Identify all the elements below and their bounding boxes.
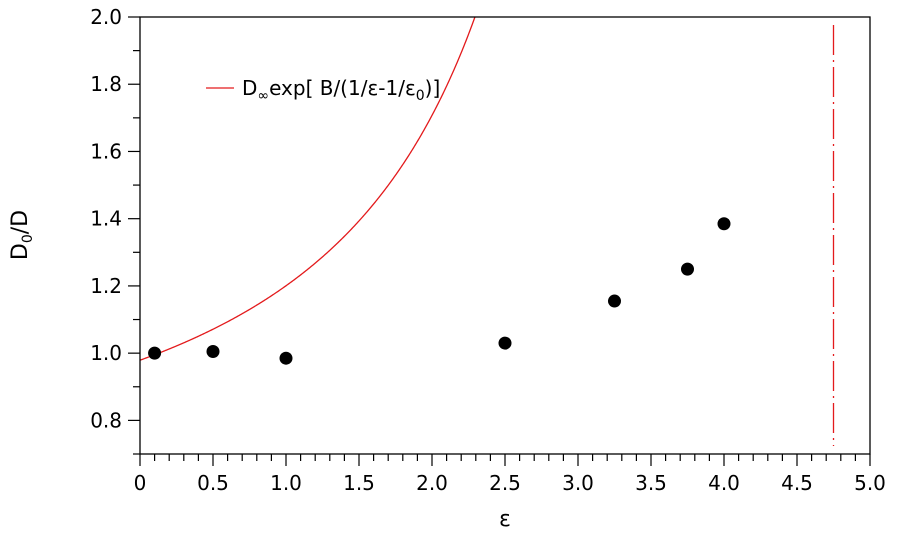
y-axis-label-sub: 0 [20,234,36,243]
y-tick-label: 0.8 [90,408,122,432]
data-point [206,344,220,358]
data-marks [139,16,835,446]
legend-label: D∞exp[ B/(1/ε-1/ε0)] [242,76,440,104]
data-point [717,217,731,231]
y-tick-label: 1.0 [90,341,122,365]
x-tick-label: 3.5 [635,471,667,495]
data-point [148,346,162,360]
legend-label-part3: )] [425,76,441,100]
y-tick-label: 1.4 [90,207,122,231]
y-tick-label: 1.2 [90,274,122,298]
x-tick-labels: 0 0.5 1.0 1.5 2.0 2.5 3.0 3.5 4.0 4.5 5.0 [134,471,886,495]
y-tick-labels: 0.8 1.0 1.2 1.4 1.6 1.8 2.0 [90,5,122,432]
x-tick-label: 0.5 [197,471,229,495]
x-tick-label: 2.5 [489,471,521,495]
x-axis-label: ε [499,507,511,532]
plot-frame [139,16,871,455]
y-tick-label: 1.6 [90,139,122,163]
legend-label-part1: D [242,76,257,100]
x-tick-label: 1.0 [270,471,302,495]
data-point [681,262,694,276]
data-point [608,294,621,308]
x-tick-label: 1.5 [343,471,375,495]
legend: D∞exp[ B/(1/ε-1/ε0)] [206,76,440,104]
data-point [279,351,293,365]
y-axis-label-rest: /D [8,210,33,234]
x-tick-label: 4.0 [708,471,740,495]
tick-marks [128,16,871,466]
data-point [498,336,512,350]
y-tick-label: 1.8 [90,72,122,96]
legend-label-sub1: ∞ [257,88,269,104]
x-tick-label: 0 [134,471,147,495]
fit-curve [139,16,476,361]
x-tick-label: 5.0 [854,471,886,495]
x-tick-label: 2.0 [416,471,448,495]
x-tick-label: 3.0 [562,471,594,495]
legend-label-sub2: 0 [416,88,425,104]
legend-label-part2: exp[ B/(1/ε-1/ε [269,76,416,100]
y-axis-label-main: D [8,243,33,260]
x-tick-label: 4.5 [781,471,813,495]
y-tick-label: 2.0 [90,5,122,29]
y-axis-label: D0/D [8,210,36,260]
